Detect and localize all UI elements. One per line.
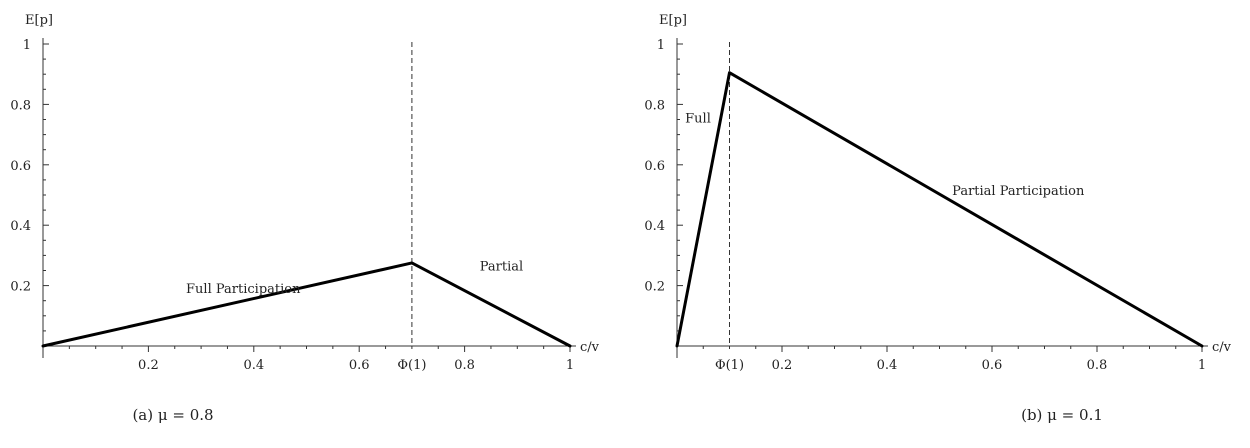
y-tick-label: 0.2 — [644, 280, 665, 295]
y-tick-label: 0.8 — [644, 98, 665, 113]
chart-panel-b: 0.2 0.4 0.6 0.8 1 0.2 0.4 0.6 0.8 1 c/v E[p] Φ(1) Ful… — [644, 13, 1231, 424]
y-tick-label: 1 — [23, 38, 31, 53]
x-tick-label: 0.2 — [138, 358, 159, 373]
threshold-label: Φ(1) — [715, 358, 744, 373]
y-tick-label: 0.6 — [10, 159, 31, 174]
y-tick-label: 0.2 — [10, 280, 31, 295]
series-line — [41, 261, 572, 348]
x-tick-label: 0.8 — [1087, 358, 1108, 373]
region-label: Full — [685, 112, 711, 127]
chart-panel-a: 0.2 0.4 0.6 0.8 1 0.2 0.4 0.6 0.8 1 c/v E[p] Φ(1) Ful… — [10, 13, 599, 424]
x-tick-label: 1 — [1198, 358, 1206, 373]
threshold-label: Φ(1) — [397, 358, 426, 373]
region-label: Full Participation — [186, 282, 301, 297]
chart-caption: (b) μ = 0.1 — [1021, 406, 1103, 424]
region-label: Partial — [480, 260, 523, 275]
y-tick-label: 0.8 — [10, 98, 31, 113]
x-tick-label: 0.2 — [772, 358, 793, 373]
y-tick-label: 0.6 — [644, 159, 665, 174]
y-tick-label: 0.4 — [10, 219, 31, 234]
x-axis-label: c/v — [1212, 340, 1232, 355]
x-axis-label: c/v — [580, 340, 600, 355]
x-tick-label: 0.4 — [877, 358, 898, 373]
x-tick-label: 1 — [566, 358, 574, 373]
x-tick-label: 0.8 — [454, 358, 475, 373]
y-axis-label: E[p] — [659, 13, 687, 28]
chart-caption: (a) μ = 0.8 — [132, 406, 213, 424]
y-tick-label: 0.4 — [644, 219, 665, 234]
region-label: Partial Participation — [952, 184, 1085, 199]
y-axis-label: E[p] — [25, 13, 53, 28]
x-tick-label: 0.6 — [982, 358, 1003, 373]
x-tick-label: 0.4 — [243, 358, 264, 373]
x-tick-label: 0.6 — [349, 358, 370, 373]
series-line — [675, 71, 1204, 348]
y-tick-label: 1 — [657, 38, 665, 53]
